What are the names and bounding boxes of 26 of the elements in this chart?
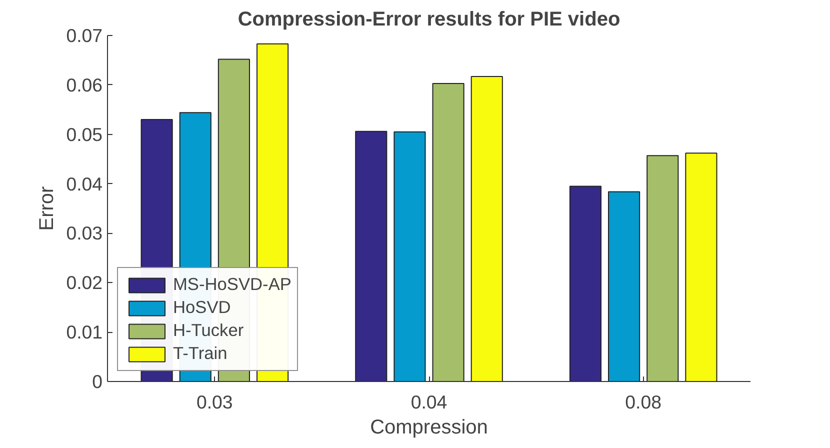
chart-title: Compression-Error results for PIE video — [238, 8, 620, 30]
x-axis-title: Compression — [370, 416, 488, 438]
y-tick-label: 0.03 — [66, 222, 102, 244]
legend-label: HoSVD — [173, 297, 231, 318]
bar — [394, 131, 426, 382]
legend-label: T-Train — [173, 343, 228, 364]
y-axis-title: Error — [36, 186, 58, 231]
y-tick-label: 0 — [92, 371, 103, 392]
x-tick-label: 0.04 — [410, 392, 448, 412]
legend-label: MS-HoSVD-AP — [173, 274, 292, 295]
y-tick-label: 0.05 — [66, 124, 102, 145]
bar — [470, 76, 503, 382]
y-tick-label: 0.06 — [66, 74, 102, 96]
y-tick-label: 0.02 — [66, 272, 102, 294]
x-tick-label: 0.08 — [625, 392, 662, 412]
bar — [569, 186, 602, 382]
y-tick-label: 0.04 — [66, 173, 102, 194]
bar — [608, 191, 640, 382]
y-tick-label: 0.01 — [66, 322, 102, 343]
bar — [646, 155, 679, 382]
bar — [355, 130, 388, 382]
x-tick-label: 0.03 — [196, 392, 233, 412]
bar — [685, 152, 718, 382]
legend-label: H-Tucker — [173, 320, 244, 341]
y-tick-label: 0.07 — [66, 25, 102, 46]
bar — [432, 82, 464, 382]
